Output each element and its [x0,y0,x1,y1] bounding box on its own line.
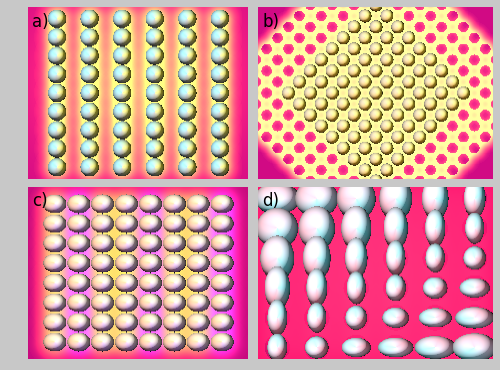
Text: d): d) [262,192,279,210]
Text: b): b) [262,13,279,31]
Text: c): c) [32,192,48,210]
Text: a): a) [32,13,48,31]
